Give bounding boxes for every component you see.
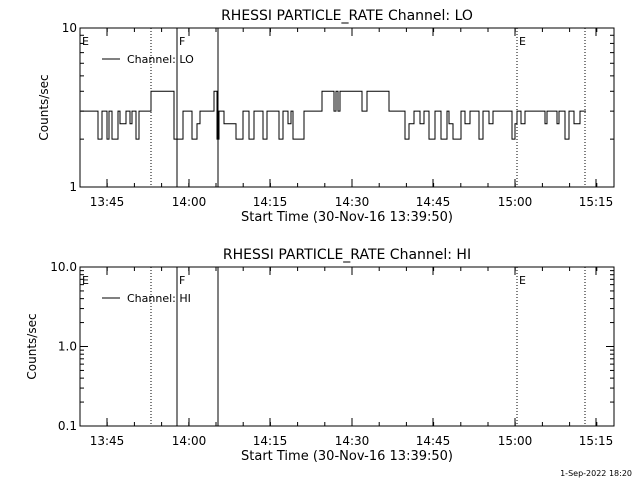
x-tick-label: 15:00 bbox=[498, 195, 533, 209]
marker-label: E bbox=[519, 274, 526, 287]
x-tick-label: 14:30 bbox=[335, 434, 370, 448]
legend-label: Channel: LO bbox=[127, 53, 194, 66]
y-tick-label: 10 bbox=[62, 21, 77, 35]
x-tick-label: 14:30 bbox=[335, 195, 370, 209]
x-tick-label: 14:00 bbox=[172, 195, 207, 209]
y-tick-label: 0.1 bbox=[58, 419, 77, 433]
marker-label: E bbox=[82, 274, 89, 287]
x-axis-label: Start Time (30-Nov-16 13:39:50) bbox=[241, 449, 453, 464]
series-lo-line bbox=[81, 90, 586, 140]
plot-frame bbox=[79, 27, 615, 188]
x-axis-label: Start Time (30-Nov-16 13:39:50) bbox=[241, 210, 453, 225]
x-tick-label: 14:15 bbox=[253, 434, 288, 448]
plot-frame bbox=[79, 266, 615, 427]
footer-date: 1-Sep-2022 18:20 bbox=[560, 469, 632, 478]
chart-title: RHESSI PARTICLE_RATE Channel: LO bbox=[221, 8, 473, 24]
chart-title: RHESSI PARTICLE_RATE Channel: HI bbox=[223, 247, 471, 263]
x-tick-label: 15:15 bbox=[579, 434, 614, 448]
marker-label: F bbox=[179, 274, 185, 287]
legend-label: Channel: HI bbox=[127, 292, 191, 305]
x-tick-label: 14:00 bbox=[172, 434, 207, 448]
x-tick-label: 15:00 bbox=[498, 434, 533, 448]
x-tick-label: 14:45 bbox=[416, 195, 451, 209]
y-tick-label: 10.0 bbox=[50, 260, 77, 274]
x-tick-label: 13:45 bbox=[90, 434, 125, 448]
y-axis-label: Counts/sec bbox=[37, 74, 51, 140]
y-tick-label: 1.0 bbox=[58, 340, 77, 354]
y-tick-label: 1 bbox=[69, 180, 77, 194]
x-tick-label: 13:45 bbox=[90, 195, 125, 209]
marker-label: E bbox=[82, 35, 89, 48]
marker-label: E bbox=[519, 35, 526, 48]
marker-label: F bbox=[179, 35, 185, 48]
x-tick-label: 14:15 bbox=[253, 195, 288, 209]
y-axis-label: Counts/sec bbox=[25, 313, 39, 379]
x-tick-label: 14:45 bbox=[416, 434, 451, 448]
x-tick-label: 15:15 bbox=[579, 195, 614, 209]
